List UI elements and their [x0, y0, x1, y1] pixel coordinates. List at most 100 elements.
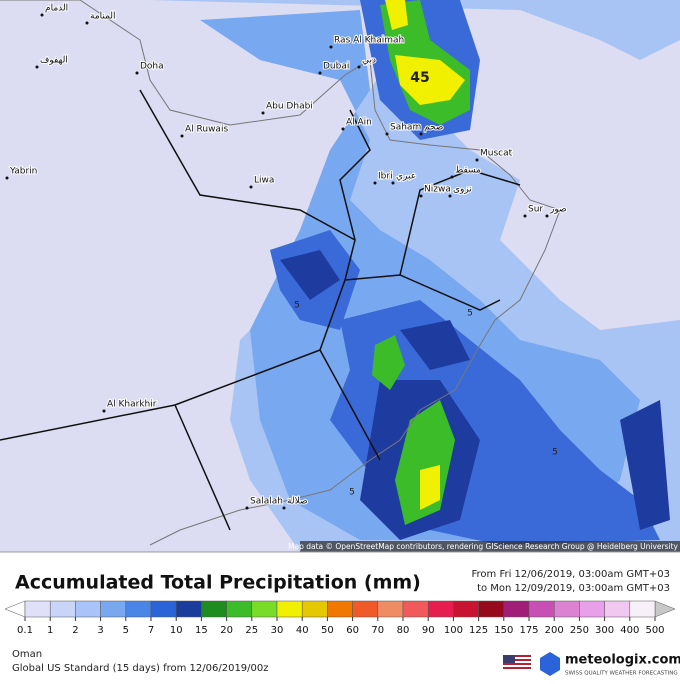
city-dot	[523, 214, 527, 218]
color-swatch	[402, 600, 429, 618]
attribution-bar	[300, 541, 680, 552]
border	[0, 89, 521, 531]
city-label: Al Ain	[346, 118, 372, 128]
city-dot	[391, 181, 395, 185]
legend-tick-label: 20	[220, 625, 233, 636]
city-label: Muscat	[480, 149, 513, 159]
color-swatch	[579, 600, 605, 618]
legend-tick-label: 30	[271, 625, 284, 636]
legend-tick-label: 90	[422, 625, 435, 636]
city-label: Saham	[390, 123, 421, 133]
map: Map data © OpenStreetMap contributors, r…	[0, 0, 680, 552]
rain-area	[372, 0, 470, 525]
legend-tick-label: 0.1	[17, 625, 33, 636]
color-swatch	[226, 600, 253, 618]
legend-tick-label: 2	[72, 625, 78, 636]
color-swatch	[327, 600, 353, 618]
color-swatch	[528, 600, 555, 618]
city-dot	[180, 134, 184, 138]
color-swatch	[251, 600, 278, 618]
color-swatch	[503, 600, 530, 618]
city-dot	[40, 13, 44, 17]
color-swatch	[553, 600, 580, 618]
legend-tick-label: 10	[170, 625, 183, 636]
period-from: From Fri 12/06/2019, 03:00am GMT+03	[472, 569, 671, 580]
city-dot	[450, 175, 454, 179]
legend-tick-label: 5	[123, 625, 129, 636]
rain-area	[280, 250, 670, 540]
region: Oman	[12, 649, 42, 660]
city-dot	[329, 45, 333, 49]
contour-label: 45	[410, 70, 429, 86]
legend-tick-label: 400	[620, 625, 639, 636]
color-swatch	[377, 600, 404, 618]
color-swatch	[100, 600, 127, 618]
city-label: دبي	[362, 56, 376, 66]
brand: meteologix.com	[565, 653, 680, 668]
city-label: Al Kharkhir	[107, 400, 157, 410]
color-swatch	[352, 600, 379, 618]
period-to: to Mon 12/09/2019, 03:00am GMT+03	[477, 583, 670, 594]
color-swatch	[629, 600, 656, 618]
city-label: Abu Dhabi	[266, 102, 313, 112]
legend-tick-label: 100	[444, 625, 463, 636]
city-dot	[419, 194, 423, 198]
attribution: Map data © OpenStreetMap contributors, r…	[288, 542, 679, 551]
legend-tick-label: 3	[97, 625, 103, 636]
city-label: Doha	[140, 62, 164, 72]
city-label: Liwa	[254, 176, 274, 186]
city-dot	[102, 409, 106, 413]
city-dot	[357, 65, 361, 69]
city-label: Sur	[528, 205, 543, 215]
legend-tick-label: 1	[47, 625, 53, 636]
city-label: Ras Al Khaimah	[334, 36, 404, 46]
color-swatch	[276, 600, 303, 618]
color-swatch	[427, 600, 454, 618]
city-label: Al Ruwais	[185, 125, 228, 135]
color-swatch	[453, 600, 479, 618]
legend-tick-label: 15	[195, 625, 208, 636]
city-dot	[545, 214, 549, 218]
legend-tick-label: 175	[519, 625, 538, 636]
legend-tick-label: 250	[570, 625, 589, 636]
city-dot	[419, 132, 423, 136]
legend-tick-label: 80	[397, 625, 410, 636]
city-label: المنامة	[90, 12, 116, 22]
color-swatch	[75, 600, 101, 618]
legend-tick-label: 300	[595, 625, 614, 636]
city-label: Yabrin	[9, 167, 37, 177]
city-dot	[85, 21, 89, 25]
contour-label: 5	[552, 448, 558, 458]
city-dot	[245, 506, 249, 510]
city-label: صور	[549, 205, 567, 215]
color-swatch	[478, 600, 505, 618]
legend-tick-label: 50	[321, 625, 334, 636]
city-dot	[282, 506, 286, 510]
rain-area	[270, 0, 660, 545]
color-swatch	[604, 600, 631, 618]
logo-icon	[540, 652, 560, 676]
city-dot	[135, 71, 139, 75]
under-arrow	[4, 600, 26, 618]
city-label: Nizwa	[424, 185, 451, 195]
color-swatch	[24, 600, 51, 618]
city-dot	[35, 65, 39, 69]
color-swatch	[175, 600, 202, 618]
city-dot	[249, 185, 253, 189]
flag	[503, 655, 531, 671]
tagline: SWISS QUALITY WEATHER FORECASTING	[565, 671, 678, 677]
city-dot	[318, 71, 322, 75]
legend-title: Accumulated Total Precipitation (mm)	[15, 572, 421, 594]
legend-tick-label: 150	[494, 625, 513, 636]
contour-label: 5	[349, 488, 355, 498]
city-label: Salalah	[250, 497, 283, 507]
city-label: صلالة	[287, 497, 308, 507]
coastline	[0, 0, 561, 546]
legend-tick-label: 60	[346, 625, 359, 636]
contour-label: 5	[467, 309, 473, 319]
legend-tick-label: 125	[469, 625, 488, 636]
model: Global US Standard (15 days) from 12/06/…	[12, 663, 269, 674]
legend-tick-label: 70	[371, 625, 384, 636]
city-dot	[448, 194, 452, 198]
